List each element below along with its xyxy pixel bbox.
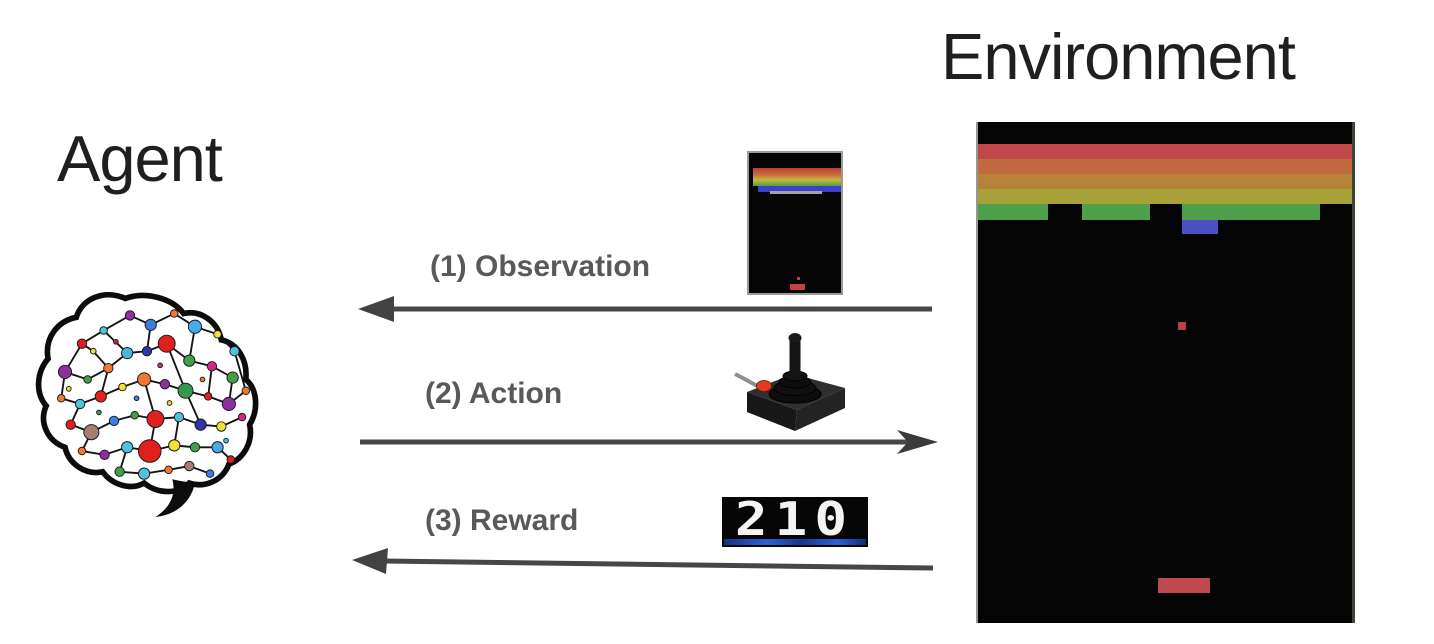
green-brick-segment xyxy=(1082,204,1150,220)
observation-game-thumbnail xyxy=(747,151,843,295)
thumbnail-rainbow-bricks xyxy=(753,168,841,186)
thumbnail-ball xyxy=(797,277,800,280)
brick-row-olive xyxy=(978,189,1352,204)
thumbnail-gray-line xyxy=(770,191,822,194)
brain-nodes xyxy=(57,309,251,480)
reward-label: (3) Reward xyxy=(425,504,579,537)
observation-arrow-left-icon xyxy=(358,296,932,322)
agent-title: Agent xyxy=(57,122,223,195)
score-blue-underline xyxy=(724,539,866,545)
game-ball xyxy=(1178,322,1186,330)
observation-label: (1) Observation xyxy=(430,250,651,283)
thumbnail-paddle xyxy=(790,284,805,290)
brick-row-red xyxy=(978,144,1352,159)
brain-stem xyxy=(155,479,195,517)
action-arrow-right-icon xyxy=(360,430,938,454)
green-brick-segment xyxy=(1182,204,1320,220)
brick-row-brown xyxy=(978,174,1352,189)
reward-score-display: 210 xyxy=(722,492,868,547)
game-paddle xyxy=(1158,578,1210,593)
blue-brick xyxy=(1182,220,1218,234)
joystick-fire-button xyxy=(756,380,772,392)
green-brick-segment xyxy=(978,204,1048,220)
thumbnail-blue-brick-row xyxy=(758,186,841,192)
reward-arrow-left-icon xyxy=(352,548,934,574)
atari-joystick-icon xyxy=(734,333,845,431)
action-label: (2) Action xyxy=(425,377,563,410)
reward-score-value: 210 xyxy=(735,492,855,546)
brain-network-icon xyxy=(35,292,259,517)
environment-game-screen xyxy=(976,122,1355,623)
brick-row-orange xyxy=(978,159,1352,174)
environment-title: Environment xyxy=(941,20,1296,93)
